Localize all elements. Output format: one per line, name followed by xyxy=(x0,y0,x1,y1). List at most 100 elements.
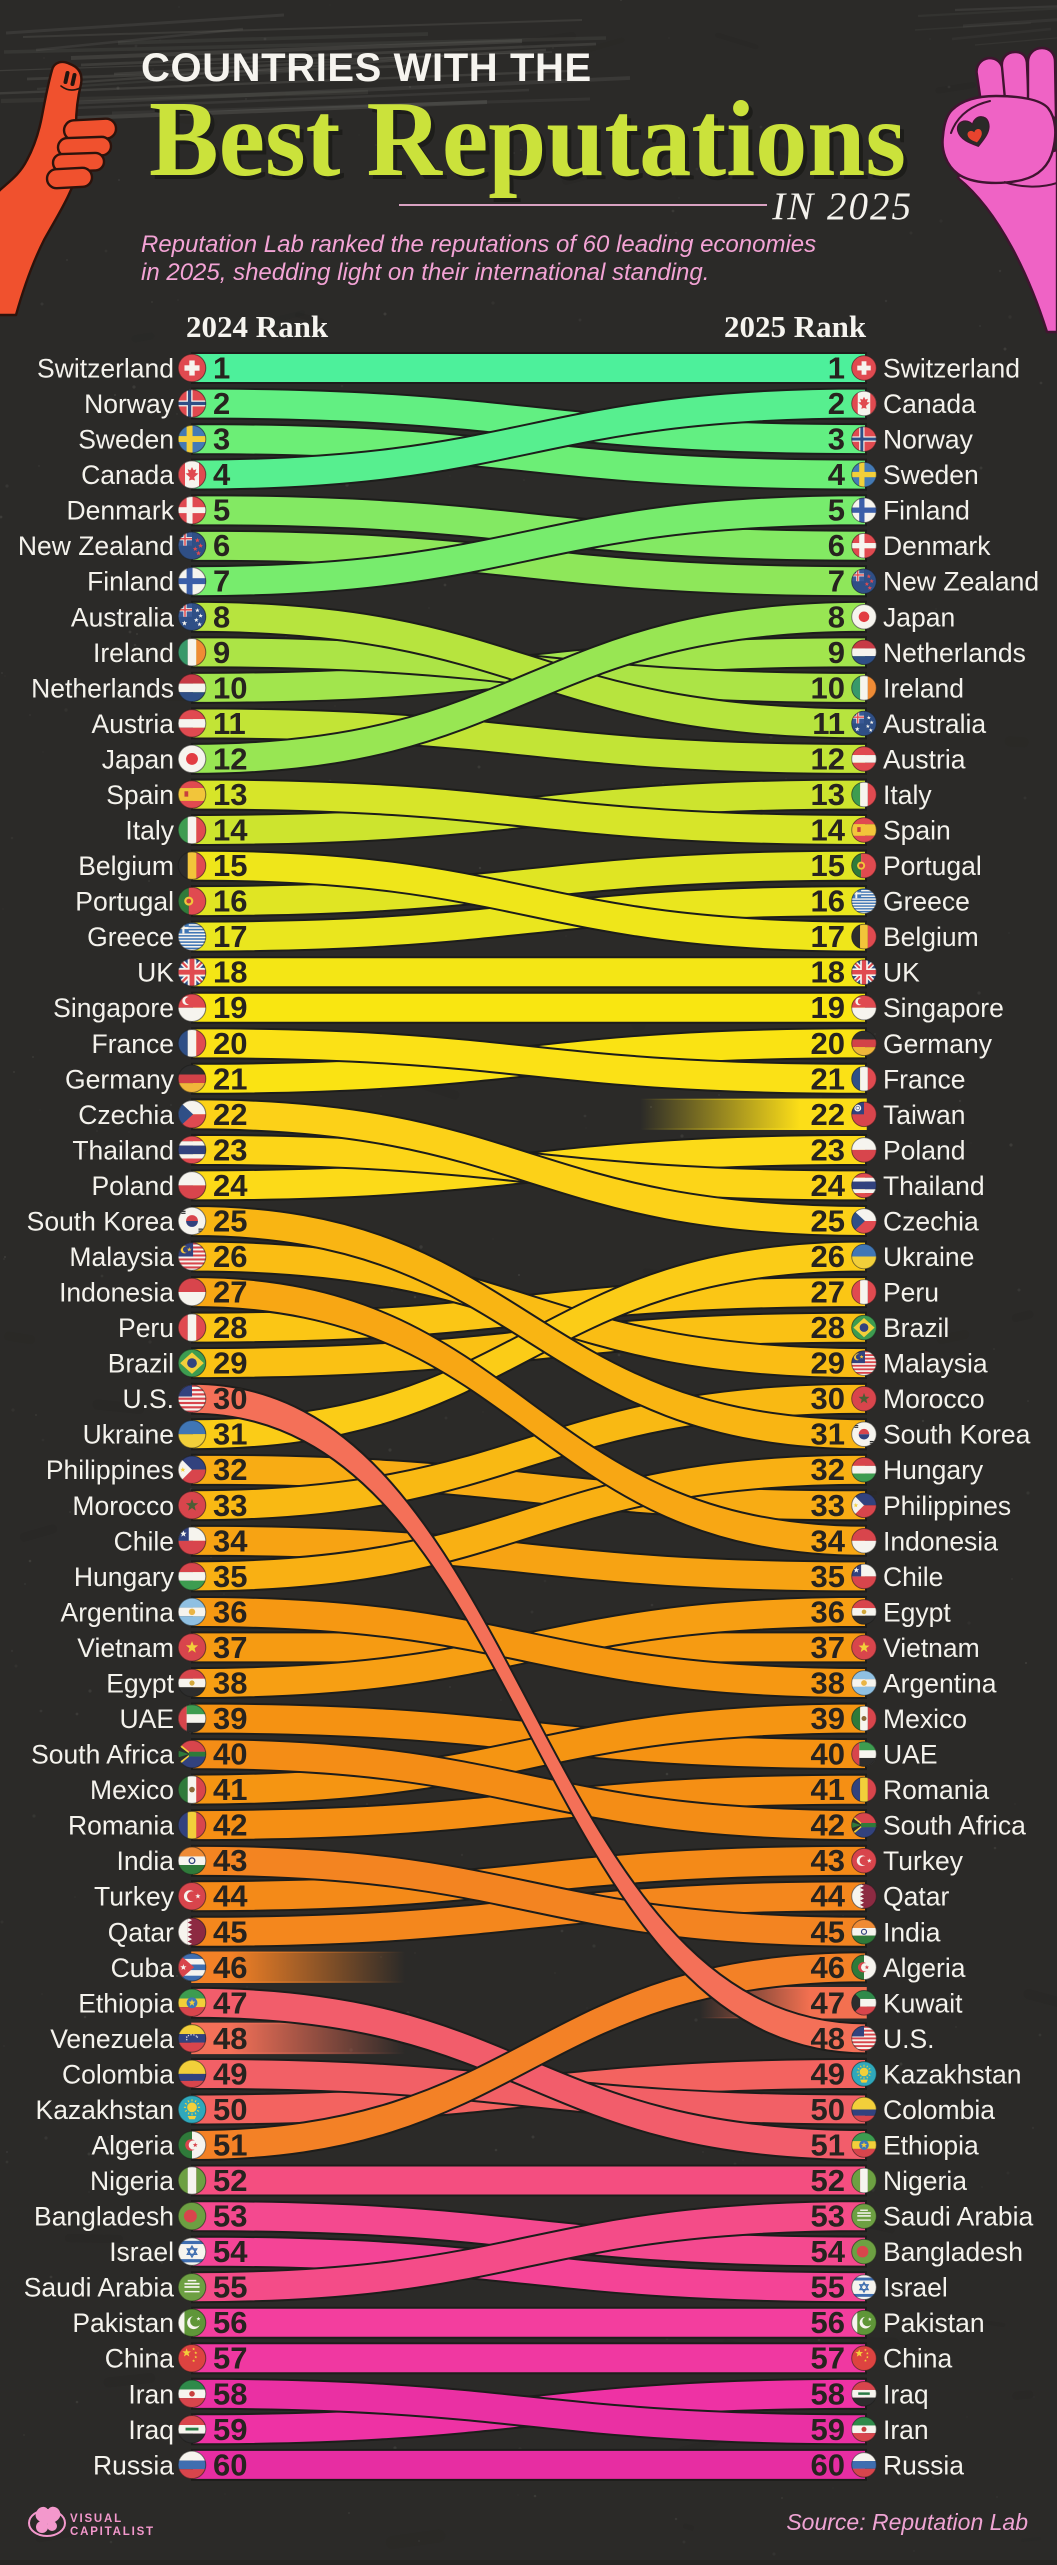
svg-text:Hungary: Hungary xyxy=(883,1455,984,1485)
svg-text:37: 37 xyxy=(811,1630,845,1665)
svg-text:Norway: Norway xyxy=(84,389,175,419)
svg-text:UK: UK xyxy=(137,958,174,988)
svg-text:Brazil: Brazil xyxy=(883,1313,949,1343)
svg-text:4: 4 xyxy=(828,457,846,492)
svg-text:38: 38 xyxy=(811,1666,845,1701)
svg-text:Turkey: Turkey xyxy=(94,1882,175,1912)
svg-text:2: 2 xyxy=(828,386,845,421)
svg-text:7: 7 xyxy=(213,564,230,599)
svg-text:40: 40 xyxy=(213,1737,247,1772)
svg-text:Germany: Germany xyxy=(883,1029,993,1059)
svg-text:Portugal: Portugal xyxy=(75,887,174,917)
svg-text:New Zealand: New Zealand xyxy=(18,531,174,561)
svg-text:Malaysia: Malaysia xyxy=(883,1349,988,1379)
svg-text:Canada: Canada xyxy=(883,389,976,419)
svg-text:Netherlands: Netherlands xyxy=(883,638,1026,668)
svg-text:59: 59 xyxy=(213,2412,247,2447)
svg-text:Egypt: Egypt xyxy=(883,1597,951,1627)
svg-text:Spain: Spain xyxy=(106,780,174,810)
svg-text:in 2025, shedding light on the: in 2025, shedding light on their interna… xyxy=(141,259,709,286)
svg-text:Bangladesh: Bangladesh xyxy=(883,2237,1023,2267)
svg-text:Egypt: Egypt xyxy=(106,1669,174,1699)
svg-text:South Korea: South Korea xyxy=(883,1420,1031,1450)
svg-text:46: 46 xyxy=(213,1950,247,1985)
svg-text:6: 6 xyxy=(213,528,230,563)
svg-text:Switzerland: Switzerland xyxy=(37,354,174,384)
svg-text:42: 42 xyxy=(811,1808,845,1843)
svg-text:32: 32 xyxy=(213,1452,247,1487)
svg-text:10: 10 xyxy=(213,670,247,705)
svg-text:21: 21 xyxy=(811,1061,845,1096)
svg-text:29: 29 xyxy=(213,1346,247,1381)
svg-text:Turkey: Turkey xyxy=(883,1846,964,1876)
svg-text:Ethiopia: Ethiopia xyxy=(78,1988,174,2018)
svg-text:52: 52 xyxy=(213,2163,247,2198)
svg-text:47: 47 xyxy=(811,1985,845,2020)
svg-text:Thailand: Thailand xyxy=(72,1135,174,1165)
svg-text:Kazakhstan: Kazakhstan xyxy=(36,2095,174,2125)
svg-text:43: 43 xyxy=(213,1843,247,1878)
svg-text:8: 8 xyxy=(213,599,230,634)
svg-text:35: 35 xyxy=(811,1559,845,1594)
svg-text:17: 17 xyxy=(213,919,247,954)
svg-text:12: 12 xyxy=(213,741,247,776)
svg-text:Iran: Iran xyxy=(883,2415,929,2445)
svg-text:Taiwan: Taiwan xyxy=(883,1100,966,1130)
svg-text:Philippines: Philippines xyxy=(46,1455,174,1485)
svg-text:Sweden: Sweden xyxy=(883,460,979,490)
svg-text:1: 1 xyxy=(213,351,230,386)
svg-text:Sweden: Sweden xyxy=(78,425,174,455)
svg-text:Peru: Peru xyxy=(118,1313,174,1343)
svg-text:49: 49 xyxy=(213,2056,247,2091)
svg-text:27: 27 xyxy=(213,1275,247,1310)
svg-text:France: France xyxy=(883,1064,965,1094)
svg-text:UAE: UAE xyxy=(883,1740,938,1770)
svg-text:Nigeria: Nigeria xyxy=(883,2166,967,2196)
svg-text:56: 56 xyxy=(811,2305,845,2340)
svg-text:France: France xyxy=(92,1029,174,1059)
svg-text:38: 38 xyxy=(213,1666,247,1701)
svg-text:33: 33 xyxy=(811,1488,845,1523)
svg-text:Kuwait: Kuwait xyxy=(883,1988,963,2018)
svg-text:37: 37 xyxy=(213,1630,247,1665)
svg-text:23: 23 xyxy=(213,1132,247,1167)
svg-text:18: 18 xyxy=(213,955,247,990)
svg-text:U.S.: U.S. xyxy=(122,1384,174,1414)
svg-text:Venezuela: Venezuela xyxy=(50,2024,174,2054)
svg-text:35: 35 xyxy=(213,1559,247,1594)
svg-text:Qatar: Qatar xyxy=(883,1882,949,1912)
svg-text:3: 3 xyxy=(213,422,230,457)
svg-text:UAE: UAE xyxy=(120,1704,175,1734)
svg-text:Germany: Germany xyxy=(65,1064,175,1094)
svg-text:Colombia: Colombia xyxy=(62,2059,174,2089)
svg-text:3: 3 xyxy=(828,422,845,457)
svg-text:5: 5 xyxy=(213,493,230,528)
svg-text:60: 60 xyxy=(213,2447,247,2482)
svg-text:33: 33 xyxy=(213,1488,247,1523)
svg-text:22: 22 xyxy=(213,1097,247,1132)
svg-text:19: 19 xyxy=(213,990,247,1025)
svg-text:Thailand: Thailand xyxy=(883,1171,985,1201)
svg-text:21: 21 xyxy=(213,1061,247,1096)
svg-text:Iraq: Iraq xyxy=(128,2415,174,2445)
svg-text:Cuba: Cuba xyxy=(111,1953,175,1983)
svg-text:Qatar: Qatar xyxy=(108,1917,174,1947)
svg-text:46: 46 xyxy=(811,1950,845,1985)
svg-text:15: 15 xyxy=(213,848,247,883)
svg-text:Greece: Greece xyxy=(87,922,174,952)
svg-text:41: 41 xyxy=(811,1772,845,1807)
svg-text:Best Reputations: Best Reputations xyxy=(149,80,906,199)
svg-text:Poland: Poland xyxy=(91,1171,174,1201)
svg-text:Austria: Austria xyxy=(92,709,175,739)
svg-text:24: 24 xyxy=(811,1168,846,1203)
svg-text:54: 54 xyxy=(811,2234,846,2269)
svg-text:54: 54 xyxy=(213,2234,248,2269)
svg-text:Ukraine: Ukraine xyxy=(83,1420,174,1450)
svg-text:1: 1 xyxy=(828,351,845,386)
svg-text:Peru: Peru xyxy=(883,1278,939,1308)
svg-text:18: 18 xyxy=(811,955,845,990)
svg-text:53: 53 xyxy=(213,2199,247,2234)
svg-text:32: 32 xyxy=(811,1452,845,1487)
svg-text:26: 26 xyxy=(811,1239,845,1274)
svg-text:9: 9 xyxy=(828,635,845,670)
